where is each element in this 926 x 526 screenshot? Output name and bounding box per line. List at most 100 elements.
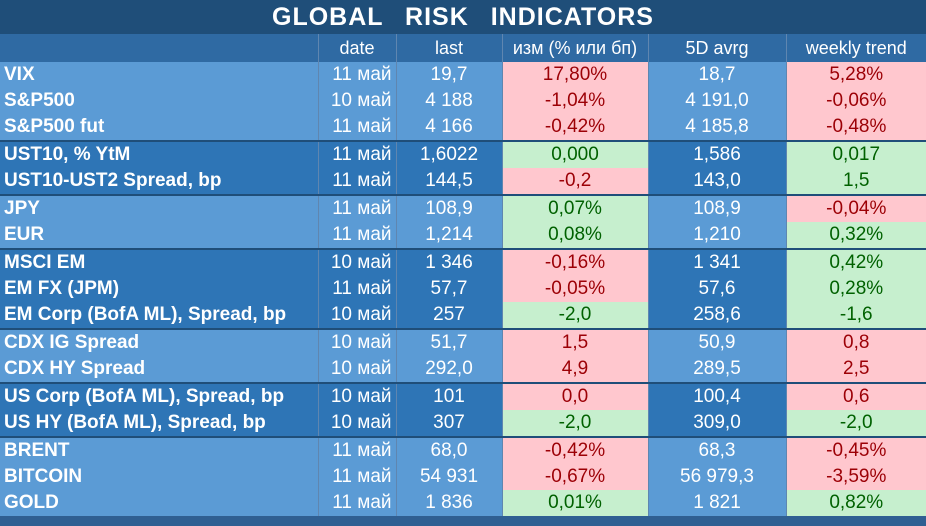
weekly-trend-value: 0,82% xyxy=(785,490,926,516)
indicator-name: JPY xyxy=(0,194,318,222)
date-cell: 11 май xyxy=(317,436,396,464)
indicator-name: BITCOIN xyxy=(0,464,318,490)
last-value: 257 xyxy=(395,302,502,329)
last-value: 101 xyxy=(395,382,502,410)
last-value: 1,214 xyxy=(395,222,502,249)
avrg-value: 258,6 xyxy=(647,302,786,329)
weekly-trend-value: -0,48% xyxy=(785,114,926,141)
last-value: 1 346 xyxy=(395,248,502,276)
avrg-value: 1,586 xyxy=(647,140,786,168)
header-last: last xyxy=(395,34,502,62)
avrg-value: 18,7 xyxy=(647,62,786,88)
avrg-value: 57,6 xyxy=(647,276,786,302)
table-row: EUR 11 май 1,214 0,08% 1,210 0,32% xyxy=(0,222,926,249)
date-cell: 10 май xyxy=(317,248,396,276)
indicator-name: BRENT xyxy=(0,436,318,464)
table-row: VIX 11 май 19,7 17,80% 18,7 5,28% xyxy=(0,62,926,88)
weekly-trend-value: 0,6 xyxy=(785,382,926,410)
weekly-trend-value: -3,59% xyxy=(785,464,926,490)
weekly-trend-value: 0,32% xyxy=(785,222,926,249)
table-row: US HY (BofA ML), Spread, bp 10 май 307 -2,0… xyxy=(0,410,926,437)
weekly-trend-value: -2,0 xyxy=(785,410,926,437)
last-value: 4 188 xyxy=(395,88,502,114)
table-row: UST10-UST2 Spread, bp 11 май 144,5 -0,2 143,… xyxy=(0,168,926,195)
table-row: BITCOIN 11 май 54 931 -0,67% 56 979,3 -3,59% xyxy=(0,464,926,490)
avrg-value: 100,4 xyxy=(647,382,786,410)
page-title: GLOBAL RISK INDICATORS xyxy=(0,0,926,34)
date-cell: 10 май xyxy=(317,356,396,383)
last-value: 51,7 xyxy=(395,328,502,356)
indicator-name: S&P500 xyxy=(0,88,318,114)
weekly-trend-value: -0,06% xyxy=(785,88,926,114)
avrg-value: 56 979,3 xyxy=(647,464,786,490)
avrg-value: 50,9 xyxy=(647,328,786,356)
change-value: 4,9 xyxy=(501,356,648,383)
table-row: JPY 11 май 108,9 0,07% 108,9 -0,04% xyxy=(0,194,926,222)
date-cell: 10 май xyxy=(317,382,396,410)
table-row: S&P500 10 май 4 188 -1,04% 4 191,0 -0,06% xyxy=(0,88,926,114)
table-row: CDX HY Spread 10 май 292,0 4,9 289,5 2,5 xyxy=(0,356,926,383)
weekly-trend-value: 0,8 xyxy=(785,328,926,356)
avrg-value: 4 191,0 xyxy=(647,88,786,114)
avrg-value: 309,0 xyxy=(647,410,786,437)
date-cell: 11 май xyxy=(317,168,396,195)
indicator-name: UST10-UST2 Spread, bp xyxy=(0,168,318,195)
last-value: 54 931 xyxy=(395,464,502,490)
weekly-trend-value: 2,5 xyxy=(785,356,926,383)
table-row: CDX IG Spread 10 май 51,7 1,5 50,9 0,8 xyxy=(0,328,926,356)
date-cell: 10 май xyxy=(317,88,396,114)
change-value: 0,0 xyxy=(501,382,648,410)
change-value: 0,01% xyxy=(501,490,648,516)
weekly-trend-value: 0,28% xyxy=(785,276,926,302)
weekly-trend-value: -0,45% xyxy=(785,436,926,464)
indicator-name: EM FX (JPM) xyxy=(0,276,318,302)
avrg-value: 1,210 xyxy=(647,222,786,249)
change-value: 0,000 xyxy=(501,140,648,168)
date-cell: 11 май xyxy=(317,276,396,302)
date-cell: 11 май xyxy=(317,490,396,516)
date-cell: 11 май xyxy=(317,194,396,222)
header-5d-avrg: 5D avrg xyxy=(647,34,786,62)
header-weekly-trend: weekly trend xyxy=(785,34,926,62)
weekly-trend-value: 0,42% xyxy=(785,248,926,276)
avrg-value: 68,3 xyxy=(647,436,786,464)
table-row: US Corp (BofA ML), Spread, bp 10 май 101 0,… xyxy=(0,382,926,410)
date-cell: 11 май xyxy=(317,114,396,141)
indicator-name: UST10, % YtM xyxy=(0,140,318,168)
last-value: 1,6022 xyxy=(395,140,502,168)
last-value: 57,7 xyxy=(395,276,502,302)
last-value: 144,5 xyxy=(395,168,502,195)
weekly-trend-value: -0,04% xyxy=(785,194,926,222)
last-value: 4 166 xyxy=(395,114,502,141)
table-row: MSCI EM 10 май 1 346 -0,16% 1 341 0,42% xyxy=(0,248,926,276)
weekly-trend-value: 1,5 xyxy=(785,168,926,195)
table-row: EM FX (JPM) 11 май 57,7 -0,05% 57,6 0,28% xyxy=(0,276,926,302)
last-value: 108,9 xyxy=(395,194,502,222)
date-cell: 11 май xyxy=(317,140,396,168)
date-cell: 10 май xyxy=(317,410,396,437)
change-value: -0,42% xyxy=(501,436,648,464)
avrg-value: 1 341 xyxy=(647,248,786,276)
change-value: -0,16% xyxy=(501,248,648,276)
change-value: -2,0 xyxy=(501,410,648,437)
last-value: 19,7 xyxy=(395,62,502,88)
change-value: -0,67% xyxy=(501,464,648,490)
header-date: date xyxy=(317,34,396,62)
change-value: 17,80% xyxy=(501,62,648,88)
indicator-name: CDX HY Spread xyxy=(0,356,318,383)
header-change: изм (% или бп) xyxy=(501,34,648,62)
indicator-name: EM Corp (BofA ML), Spread, bp xyxy=(0,302,318,329)
date-cell: 11 май xyxy=(317,222,396,249)
weekly-trend-value: 0,017 xyxy=(785,140,926,168)
table-row: GOLD 11 май 1 836 0,01% 1 821 0,82% xyxy=(0,490,926,516)
avrg-value: 4 185,8 xyxy=(647,114,786,141)
risk-indicators-table: date last изм (% или бп) 5D avrg weekly … xyxy=(0,34,926,516)
table-row: EM Corp (BofA ML), Spread, bp 10 май 257 -2… xyxy=(0,302,926,329)
header-row: date last изм (% или бп) 5D avrg weekly … xyxy=(0,34,926,62)
avrg-value: 108,9 xyxy=(647,194,786,222)
change-value: -0,2 xyxy=(501,168,648,195)
change-value: -2,0 xyxy=(501,302,648,329)
date-cell: 10 май xyxy=(317,302,396,329)
last-value: 292,0 xyxy=(395,356,502,383)
last-value: 68,0 xyxy=(395,436,502,464)
